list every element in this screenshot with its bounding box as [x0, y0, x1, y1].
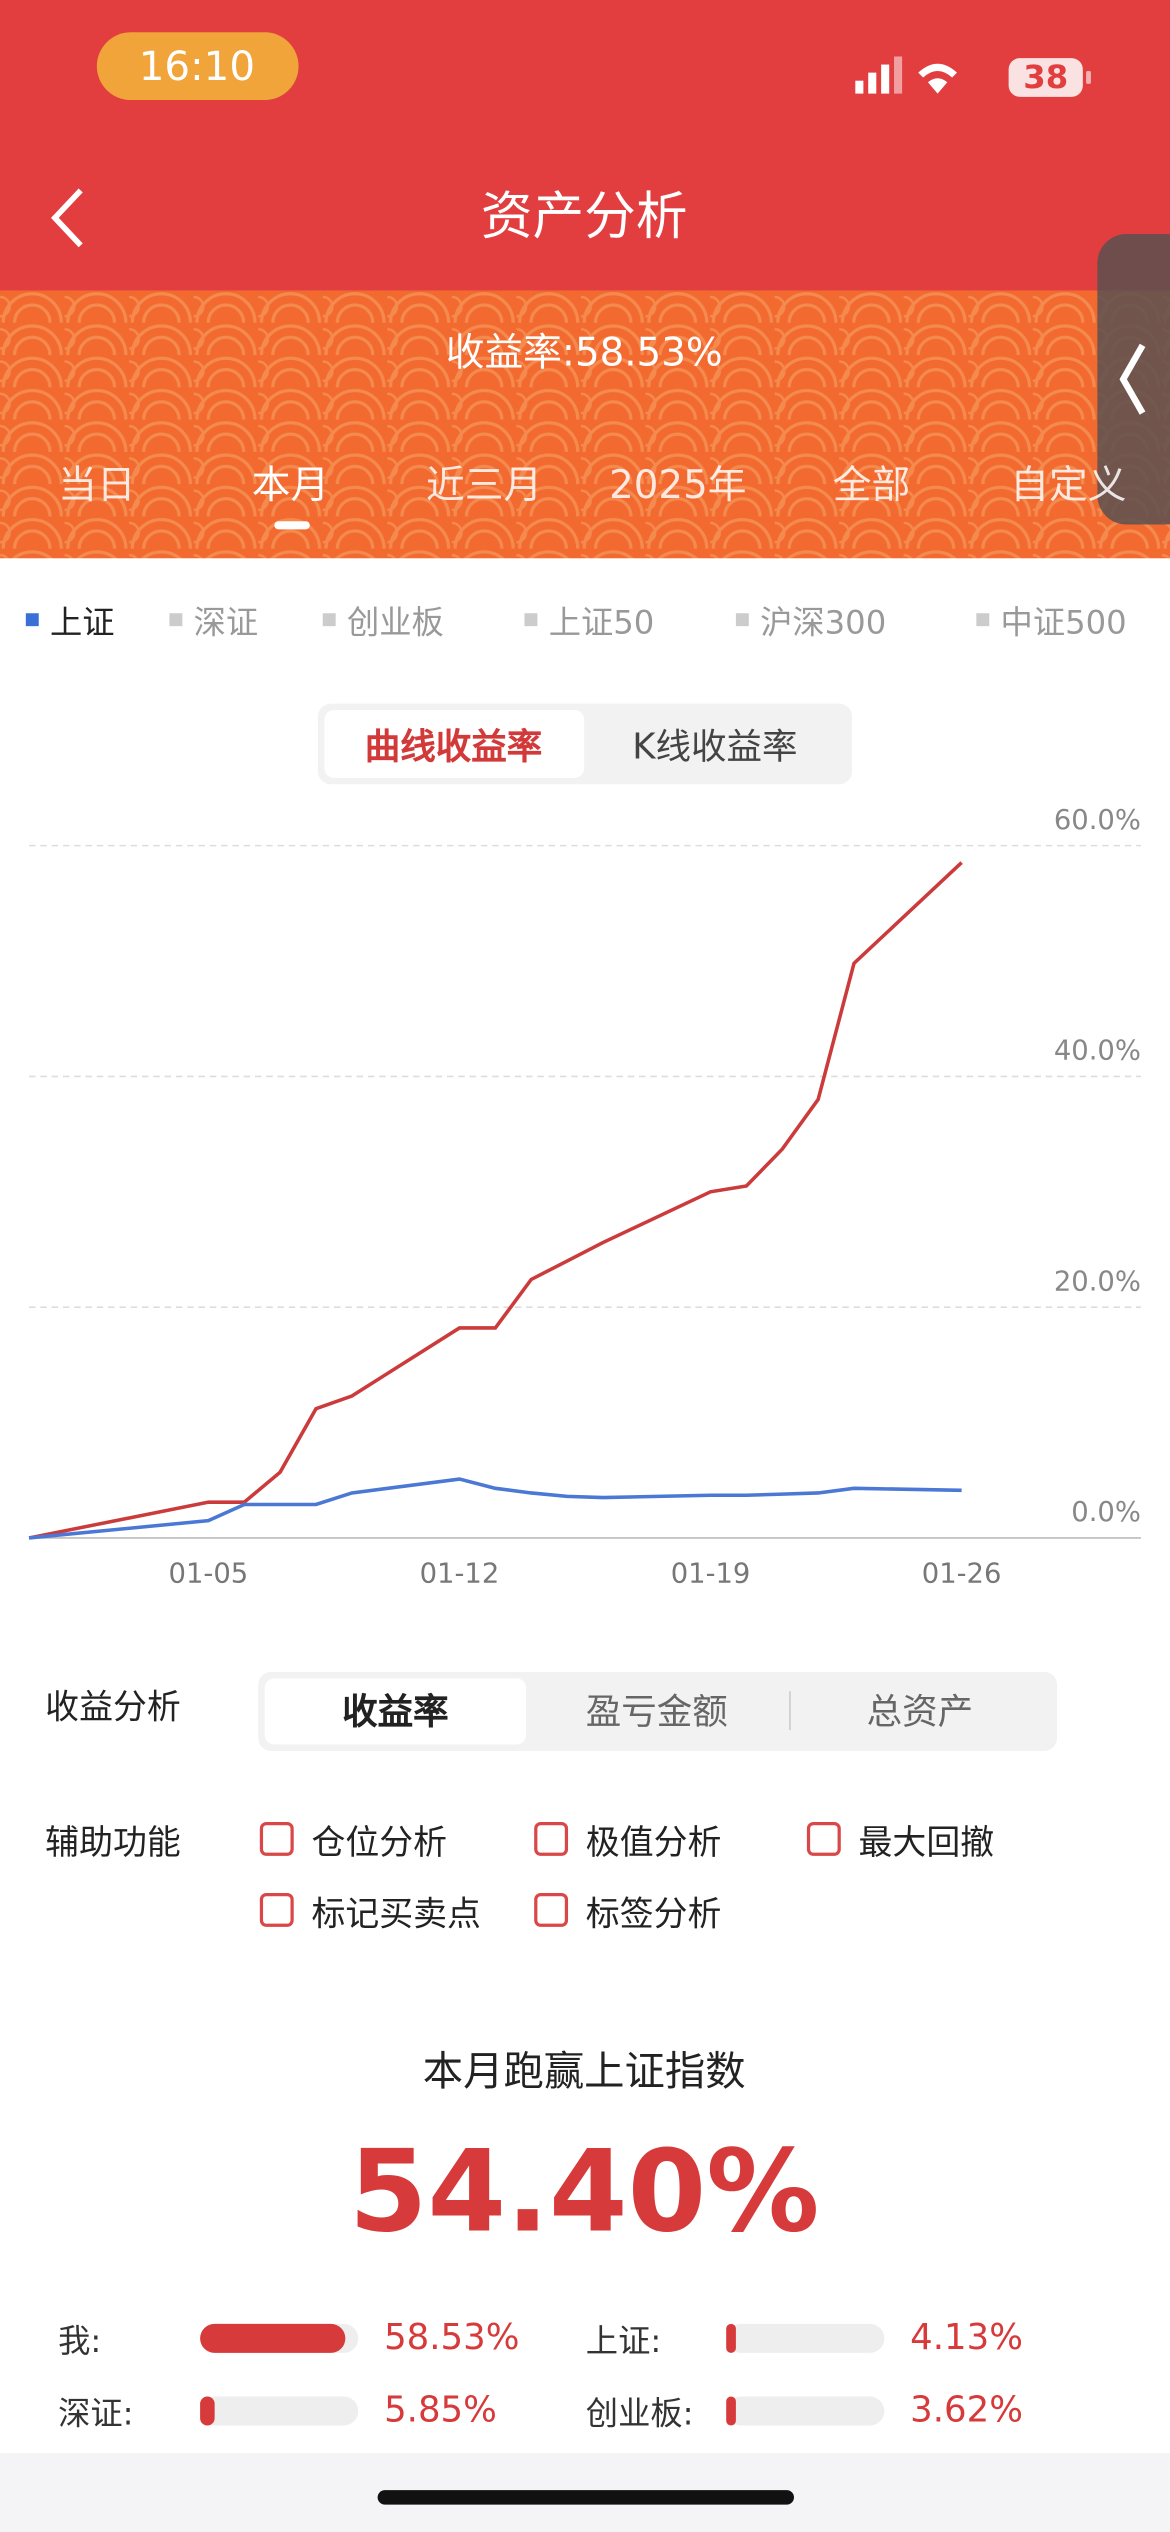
chart: 0.0% 20.0% 40.0% 60.0% 01-05 01-12 01-19 01-26: [28, 805, 1141, 1590]
compare-bar: [726, 2323, 737, 2353]
index-marker: [322, 613, 336, 627]
period-tab[interactable]: 本月: [251, 462, 330, 508]
period-tab[interactable]: 2025年: [609, 462, 747, 508]
summary-value: 54.40%: [348, 2125, 820, 2258]
x-tick-label: 01-12: [420, 1559, 500, 1590]
status-time: 16:10: [138, 42, 256, 90]
index-marker: [25, 613, 39, 627]
compare-track: [726, 2323, 885, 2353]
index-marker: [169, 613, 183, 627]
compare-label: 我:: [58, 2321, 102, 2361]
x-tick-label: 01-19: [671, 1559, 751, 1590]
mode-option[interactable]: 曲线收益率: [364, 727, 543, 769]
series-line: [28, 1477, 962, 1540]
compare-value: 3.62%: [910, 2390, 1023, 2432]
battery-level: 38: [1023, 58, 1068, 96]
tab-indicator: [274, 521, 310, 530]
checkbox-label: 标记买卖点: [311, 1894, 481, 1934]
index-tab[interactable]: 上证50: [548, 602, 655, 642]
index-marker: [976, 613, 990, 627]
y-tick-label: 40.0%: [1054, 1036, 1141, 1067]
y-tick-label: 60.0%: [1054, 805, 1141, 836]
period-tab[interactable]: 当日: [58, 462, 136, 508]
index-tab[interactable]: 中证500: [1000, 602, 1127, 642]
y-tick-label: 20.0%: [1054, 1266, 1141, 1297]
compare-bar: [200, 2396, 215, 2426]
compare-label: 上证:: [585, 2321, 662, 2361]
mode-selected: [324, 710, 585, 778]
page-title: 资产分析: [480, 185, 688, 247]
checkbox[interactable]: [259, 1821, 294, 1856]
time-pill: [96, 32, 299, 101]
compare-value: 4.13%: [910, 2318, 1023, 2359]
x-tick-label: 01-05: [169, 1559, 249, 1590]
checkbox[interactable]: [534, 1821, 569, 1856]
compare-value: 58.53%: [384, 2318, 520, 2359]
y-tick-label: 0.0%: [1071, 1497, 1141, 1528]
analysis-tab[interactable]: 收益率: [342, 1692, 449, 1734]
analysis-label: 收益分析: [45, 1688, 181, 1727]
compare-label: 深证:: [58, 2394, 134, 2433]
side-drawer[interactable]: [1097, 233, 1170, 525]
index-marker: [735, 613, 749, 627]
period-tab[interactable]: 全部: [832, 462, 911, 508]
side-drawer-arrow: [1119, 343, 1146, 415]
compare-value: 5.85%: [384, 2390, 497, 2432]
header-band: [0, 290, 1170, 559]
aux-label: 辅助功能: [45, 1823, 181, 1863]
analysis-selected: [264, 1678, 527, 1745]
index-tab[interactable]: 创业板: [346, 602, 444, 642]
status-icons: 38: [855, 56, 1091, 97]
checkbox[interactable]: [534, 1892, 569, 1927]
checkbox-label: 最大回撤: [858, 1823, 995, 1863]
back-button[interactable]: [45, 181, 93, 255]
compare-label: 创业板:: [585, 2394, 694, 2433]
index-marker: [524, 613, 538, 627]
analysis-tab[interactable]: 总资产: [866, 1692, 974, 1734]
mode-option[interactable]: K线收益率: [632, 727, 798, 769]
checkbox-label: 仓位分析: [311, 1823, 448, 1863]
divider: [789, 1691, 791, 1730]
checkbox-label: 极值分析: [585, 1823, 722, 1863]
checkbox-label: 标签分析: [585, 1894, 722, 1934]
index-tab[interactable]: 深证: [193, 602, 259, 642]
period-tab[interactable]: 近三月: [426, 462, 543, 508]
summary-title: 本月跑赢上证指数: [422, 2047, 746, 2095]
compare-track: [726, 2396, 885, 2426]
index-tab[interactable]: 沪深300: [760, 602, 887, 642]
compare-bar: [726, 2396, 736, 2426]
analysis-tab[interactable]: 盈亏金额: [585, 1692, 728, 1734]
compare-bar: [200, 2323, 345, 2353]
yield-summary: 收益率:58.53%: [445, 330, 723, 376]
checkbox[interactable]: [806, 1821, 841, 1856]
compare-track: [200, 2396, 359, 2426]
home-indicator: [377, 2490, 794, 2505]
series-line: [28, 861, 963, 1540]
period-tab[interactable]: 自定义: [1010, 462, 1127, 508]
x-tick-label: 01-26: [922, 1559, 1002, 1590]
checkbox[interactable]: [259, 1892, 294, 1927]
index-tab[interactable]: 上证: [50, 602, 115, 642]
